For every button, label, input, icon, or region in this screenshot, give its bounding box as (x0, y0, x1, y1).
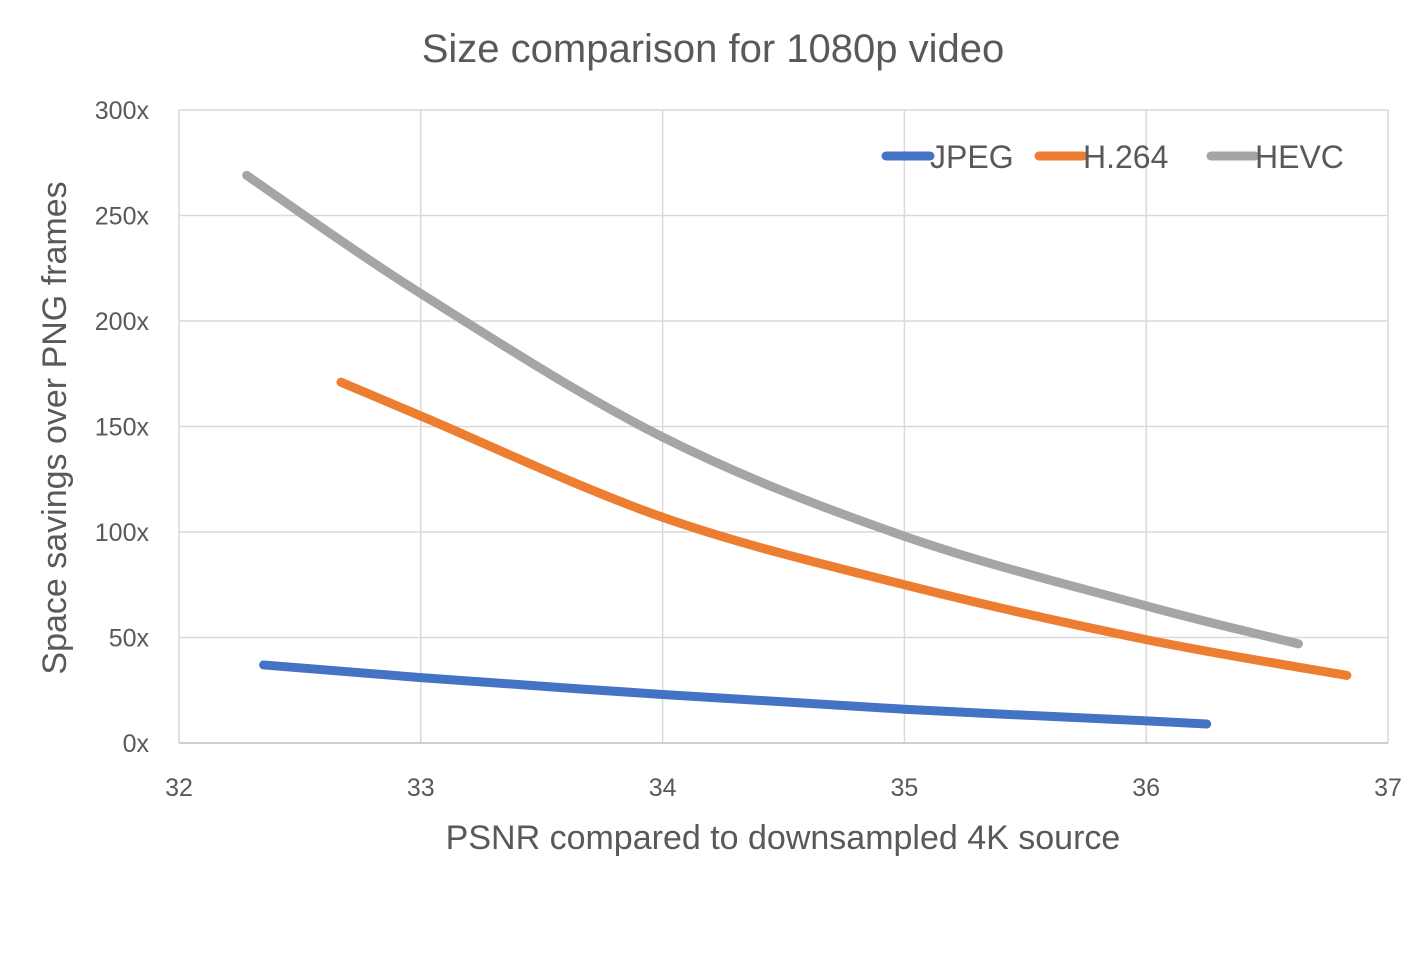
y-tick-label: 300x (95, 97, 150, 125)
y-tick-label: 200x (95, 308, 150, 336)
y-tick-label: 250x (95, 203, 150, 231)
legend-label-h-264: H.264 (1083, 139, 1168, 175)
series-lines (247, 175, 1347, 724)
x-tick-label: 32 (165, 774, 193, 802)
y-tick-label: 100x (95, 519, 150, 547)
x-axis-title: PSNR compared to downsampled 4K source (446, 819, 1121, 857)
x-tick-label: 35 (890, 774, 918, 802)
y-tick-label: 50x (109, 625, 150, 653)
x-tick-label: 34 (649, 774, 677, 802)
chart-title: Size comparison for 1080p video (422, 27, 1005, 71)
y-tick-label: 0x (123, 730, 150, 758)
y-axis-title: Space savings over PNG frames (36, 181, 74, 674)
series-line-jpeg (264, 665, 1207, 724)
legend-label-jpeg: JPEG (930, 139, 1014, 175)
y-tick-label: 150x (95, 414, 150, 442)
legend-label-hevc: HEVC (1255, 139, 1344, 175)
x-tick-label: 36 (1132, 774, 1160, 802)
x-tick-label: 33 (407, 774, 435, 802)
x-tick-label: 37 (1374, 774, 1402, 802)
legend: JPEG H.264 HEVC (886, 139, 1344, 175)
